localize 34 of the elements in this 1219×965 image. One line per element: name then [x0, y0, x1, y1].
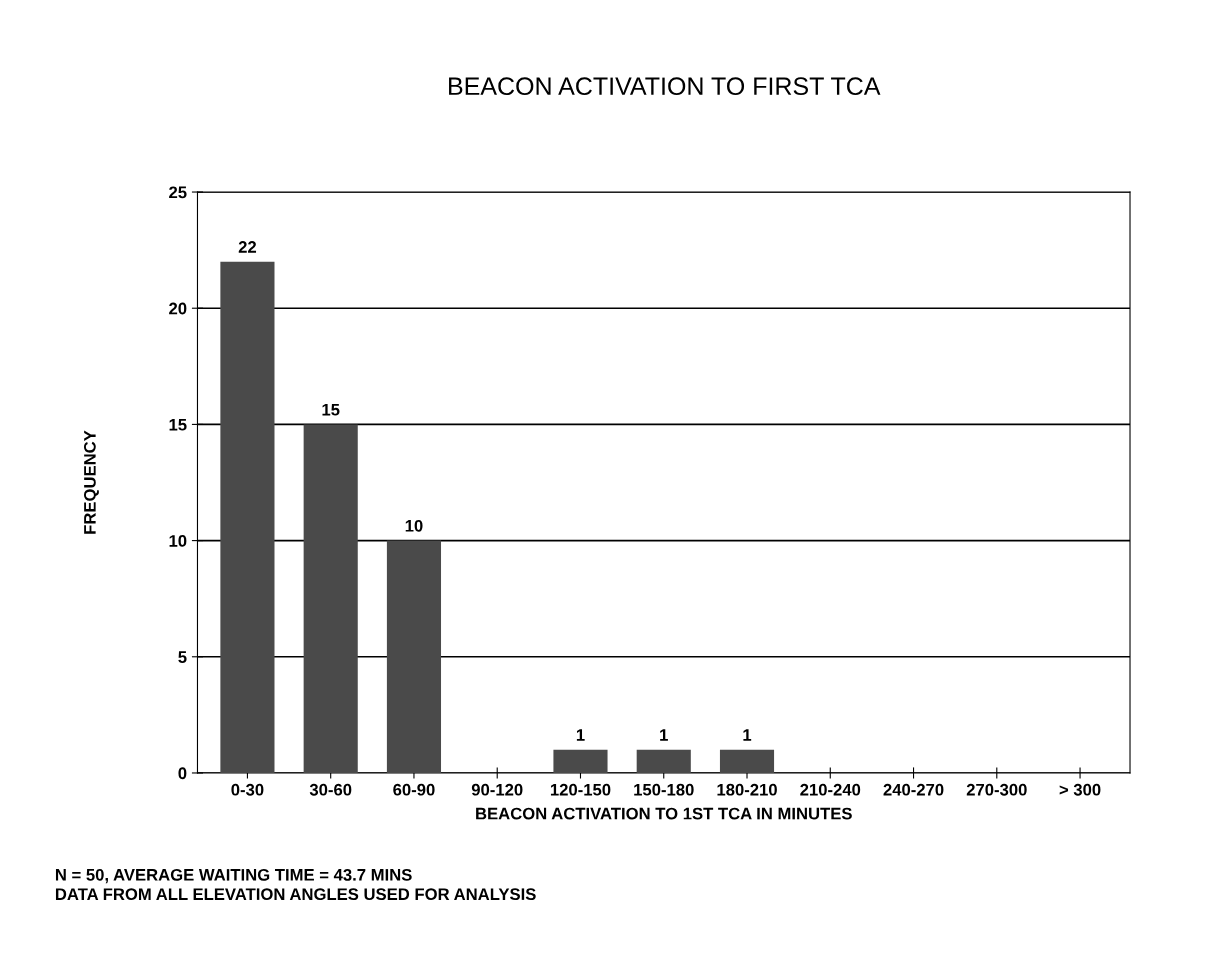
y-tick-label: 15 — [169, 418, 187, 431]
data-label: 15 — [322, 403, 340, 416]
bar — [303, 424, 358, 773]
x-tick-label: 60-90 — [393, 783, 435, 796]
x-tick-label: 30-60 — [309, 783, 352, 796]
x-tick-label: 0-30 — [231, 783, 264, 796]
bar — [719, 749, 775, 773]
x-tick-label: 270-300 — [966, 783, 1027, 796]
x-tick-label: 180-210 — [717, 783, 777, 796]
x-tick-label: 90-120 — [471, 783, 523, 796]
y-tick-label: 25 — [169, 186, 187, 199]
bar — [636, 749, 691, 773]
data-label: 1 — [660, 729, 668, 741]
y-tick-label: 0 — [178, 767, 187, 780]
text: DATA FROM ALL ELEVATION ANGLES USED FOR ANALYSIS — [55, 888, 536, 901]
x-tick-label: 240-270 — [883, 783, 944, 796]
y-tick-label: 5 — [178, 651, 187, 663]
data-label: 1 — [743, 729, 752, 741]
bar — [553, 749, 608, 773]
text: N = 50, AVERAGE WAITING TIME = 43.7 MINS — [55, 868, 412, 884]
data-label: 22 — [238, 241, 257, 253]
y-tick-label: 20 — [169, 302, 187, 315]
y-tick-label: 10 — [169, 534, 187, 547]
x-axis-title: BEACON ACTIVATION TO 1ST TCA IN MINUTES — [476, 807, 852, 820]
data-label: 1 — [576, 729, 585, 741]
x-tick-label: > 300 — [1059, 783, 1101, 796]
x-tick-label: 210-240 — [800, 783, 861, 796]
y-axis-title: FREQUENCY — [83, 430, 99, 534]
x-tick-label: 150-180 — [634, 783, 694, 796]
chart-title: BEACON ACTIVATION TO FIRST TCA — [449, 77, 881, 96]
x-tick-label: 120-150 — [550, 783, 611, 796]
bar — [220, 261, 275, 773]
data-label: 10 — [405, 519, 423, 532]
bar — [386, 540, 442, 773]
